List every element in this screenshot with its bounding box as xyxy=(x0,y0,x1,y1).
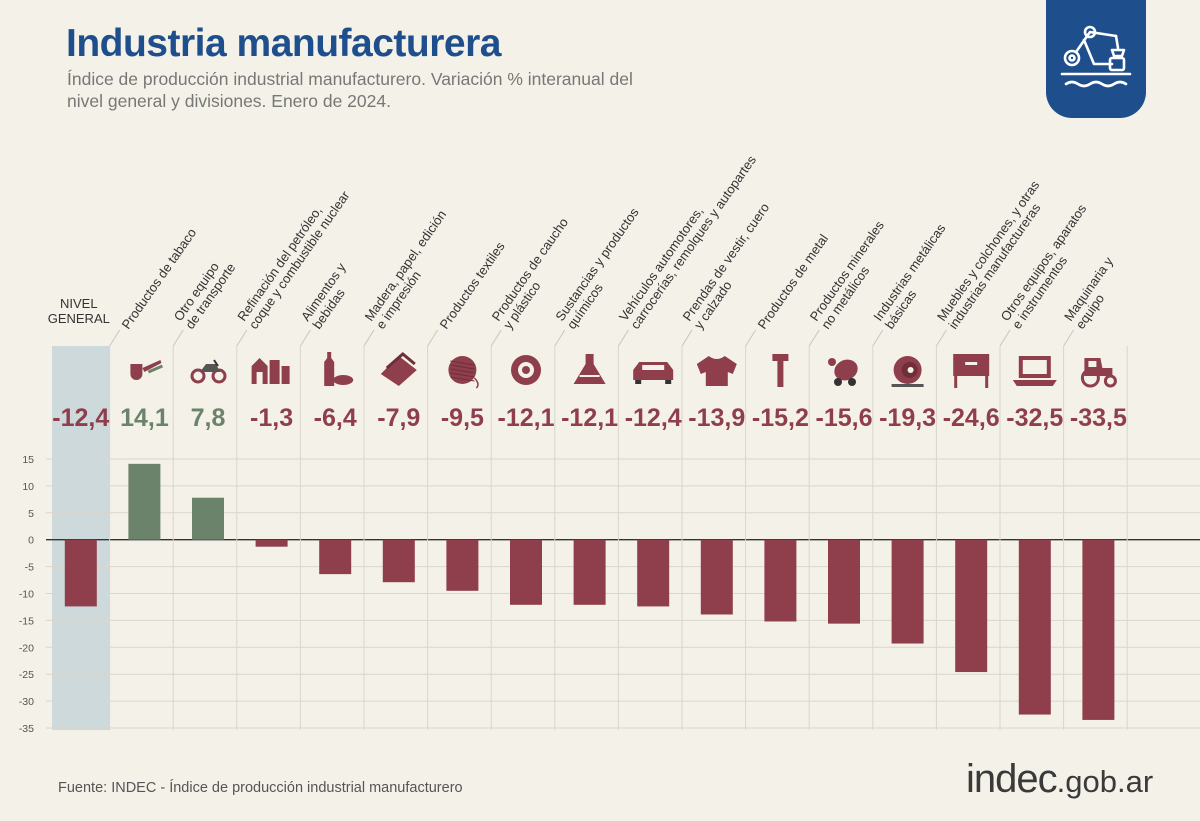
pipe-icon xyxy=(130,360,163,380)
label-leader xyxy=(172,329,184,347)
highlight-column xyxy=(52,346,110,730)
brand-main: indec xyxy=(966,757,1058,801)
bar xyxy=(764,539,797,622)
tire-icon xyxy=(511,355,541,385)
bar xyxy=(1082,539,1115,720)
page-title: Industria manufacturera xyxy=(66,22,501,65)
bar xyxy=(382,539,415,583)
bar xyxy=(510,539,542,605)
value-label: -6,4 xyxy=(314,404,357,432)
category-label-line: NIVEL xyxy=(60,296,98,311)
y-tick-label: 5 xyxy=(28,508,34,520)
category-label-line: coque y combustible nuclear xyxy=(246,188,353,332)
label-leader xyxy=(808,329,820,347)
category-label-line: GENERAL xyxy=(48,311,110,326)
thread-spool-icon xyxy=(448,356,479,389)
robot-arm-icon xyxy=(1060,25,1132,88)
y-tick-label: 0 xyxy=(28,535,34,547)
value-label: -19,3 xyxy=(879,404,936,432)
label-leader xyxy=(1063,329,1075,347)
indec-logo: indec.gob.ar xyxy=(966,757,1153,802)
bar xyxy=(128,463,161,540)
y-tick-label: -10 xyxy=(19,589,34,601)
value-label: -1,3 xyxy=(250,404,293,432)
y-tick-label: -15 xyxy=(19,615,34,627)
value-label: 14,1 xyxy=(120,404,169,432)
motorcycle-icon xyxy=(190,359,227,384)
tractor-icon xyxy=(1080,358,1117,388)
category-label-line: Madera, papel, edición xyxy=(362,207,450,323)
y-tick-label: -25 xyxy=(19,669,34,681)
value-label: -9,5 xyxy=(441,404,484,432)
bolt-icon xyxy=(772,354,789,387)
page-subtitle: Índice de producción industrial manufact… xyxy=(67,69,633,111)
y-tick-label: 15 xyxy=(22,454,34,466)
shirt-icon xyxy=(696,356,737,386)
paper-icon xyxy=(380,352,417,386)
value-label: -7,9 xyxy=(377,404,420,432)
flask-icon xyxy=(573,354,606,384)
value-label: -32,5 xyxy=(1006,404,1063,432)
label-leader xyxy=(681,329,693,347)
bar xyxy=(573,539,606,605)
y-tick-label: -35 xyxy=(19,723,34,735)
bar xyxy=(446,539,479,591)
furniture-icon xyxy=(953,354,990,388)
label-leader xyxy=(236,329,248,347)
laptop-icon xyxy=(1012,356,1057,386)
value-label: -12,1 xyxy=(561,404,618,432)
source-note: Fuente: INDEC - Índice de producción ind… xyxy=(58,780,463,796)
value-label: -12,4 xyxy=(625,404,682,432)
value-label: -13,9 xyxy=(688,404,745,432)
label-leader xyxy=(299,329,311,347)
car-icon xyxy=(633,362,674,384)
value-label: -15,2 xyxy=(752,404,809,432)
value-label: -24,6 xyxy=(943,404,1000,432)
value-label: -33,5 xyxy=(1070,404,1127,432)
y-tick-label: -30 xyxy=(19,696,34,708)
label-leader xyxy=(617,329,629,347)
bar xyxy=(64,539,97,607)
bar xyxy=(319,539,352,575)
refinery-icon xyxy=(251,358,290,384)
bar xyxy=(828,539,860,624)
label-leader xyxy=(745,329,757,347)
industry-badge xyxy=(1046,0,1146,118)
cement-mixer-icon xyxy=(828,358,858,386)
label-leader xyxy=(935,329,947,347)
label-leader xyxy=(490,329,502,347)
bar xyxy=(255,539,288,547)
label-leader xyxy=(109,329,121,347)
bar xyxy=(891,539,924,644)
value-label: 7,8 xyxy=(191,404,226,432)
value-label: -12,4 xyxy=(52,404,109,432)
label-leader xyxy=(872,329,884,347)
bar xyxy=(700,539,733,615)
label-leader xyxy=(363,329,375,347)
value-label: -12,1 xyxy=(498,404,555,432)
bar xyxy=(955,539,988,673)
brand-domain: .gob.ar xyxy=(1056,764,1154,799)
bar xyxy=(1018,539,1051,715)
label-leader xyxy=(554,329,566,347)
steel-coil-icon xyxy=(891,356,924,387)
bottle-bread-icon xyxy=(324,352,354,386)
y-tick-label: -5 xyxy=(25,562,34,574)
y-tick-label: 10 xyxy=(22,481,34,493)
bar xyxy=(192,497,224,540)
label-leader xyxy=(427,329,439,347)
value-label: -15,6 xyxy=(816,404,873,432)
bar xyxy=(637,539,670,607)
label-leader xyxy=(999,329,1011,347)
y-tick-label: -20 xyxy=(19,642,34,654)
